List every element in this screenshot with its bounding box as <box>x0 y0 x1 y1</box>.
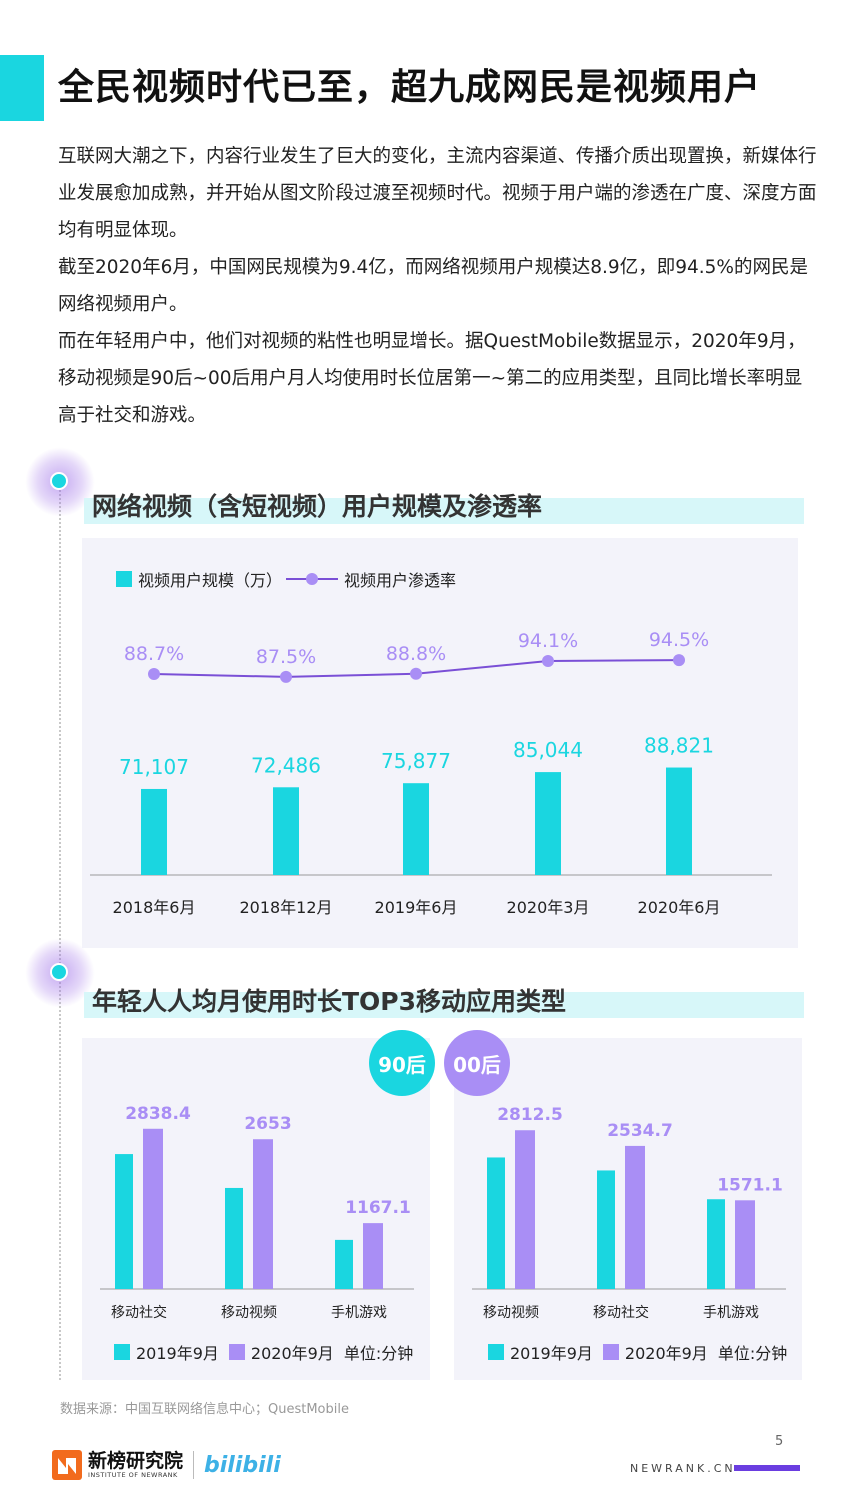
page-title: 全民视频时代已至，超九成网民是视频用户 <box>58 67 762 108</box>
footer-url: NEWRANK.CN <box>630 1462 736 1475</box>
bar-2020 <box>253 1139 273 1289</box>
bar-value-label: 1167.1 <box>345 1198 411 1218</box>
timeline-divider <box>59 490 61 1380</box>
legend-line-label: 视频用户渗透率 <box>344 571 457 590</box>
footer-logo: 新榜研究院 INSTITUTE OF NEWRANK bilibili <box>52 1450 281 1480</box>
bar-2019 <box>597 1170 615 1289</box>
bar-user-scale <box>273 787 299 875</box>
bar-2019 <box>707 1199 725 1289</box>
penetration-point <box>280 670 292 683</box>
x-tick-label: 移动视频 <box>221 1305 277 1321</box>
badge-00s: 00后 <box>444 1030 510 1096</box>
bar-2020 <box>515 1130 535 1289</box>
penetration-point <box>410 667 422 680</box>
section1-dot <box>50 472 68 490</box>
penetration-label: 87.5% <box>256 646 316 668</box>
bar-2020 <box>625 1145 645 1289</box>
penetration-label: 94.5% <box>649 629 709 651</box>
bar-value-label: 2812.5 <box>497 1105 563 1125</box>
legend-bar-label: 视频用户规模（万） <box>138 571 283 590</box>
bar-value-label: 71,107 <box>119 755 189 779</box>
section2-dot <box>50 963 68 981</box>
bar-2020 <box>143 1128 163 1289</box>
legend-line-swatch <box>286 571 339 587</box>
penetration-label: 94.1% <box>518 630 578 652</box>
section2-title-band <box>84 992 804 1018</box>
x-tick-label: 移动视频 <box>483 1305 539 1321</box>
x-tick-label: 2018年12月 <box>239 898 332 917</box>
x-tick-label: 移动社交 <box>111 1304 167 1321</box>
bar-user-scale <box>141 788 167 875</box>
legend-2019-label: 2019年9月 <box>136 1344 219 1363</box>
chart3-legend: 2019年9月 2020年9月 单位:分钟 <box>488 1340 787 1364</box>
footer-accent-bar <box>734 1465 800 1471</box>
legend-bar-swatch <box>116 571 132 587</box>
logo-name: 新榜研究院 <box>88 1450 184 1472</box>
x-tick-label: 2020年3月 <box>507 898 590 917</box>
bar-value-label: 2534.7 <box>607 1121 673 1141</box>
unit-label: 单位:分钟 <box>343 1344 414 1363</box>
penetration-label: 88.8% <box>386 643 446 665</box>
logo-separator <box>193 1451 195 1479</box>
intro-paragraph-2: 截至2020年6月，中国网民规模为9.4亿，而网络视频用户规模达8.9亿，即94… <box>58 257 808 315</box>
bar-2019 <box>335 1239 353 1289</box>
unit-label: 单位:分钟 <box>717 1344 788 1363</box>
chart1-svg: 71,107 2018年6月 72,486 2018年12月 75,877 2019年6月… <box>90 629 772 917</box>
x-tick-label: 手机游戏 <box>331 1305 387 1321</box>
newrank-logo-icon <box>52 1450 82 1480</box>
bar-value-label: 85,044 <box>513 738 583 762</box>
bar-value-label: 72,486 <box>251 753 321 777</box>
penetration-label: 88.7% <box>124 643 184 665</box>
legend-2020-swatch <box>228 1344 245 1360</box>
bar-value-label: 1571.1 <box>717 1175 783 1195</box>
bar-value-label: 2653 <box>244 1114 291 1134</box>
legend-2020-label: 2020年9月 <box>624 1344 708 1363</box>
bilibili-logo: bilibili <box>204 1452 281 1478</box>
chart3-svg: 2812.5 移动视频 2534.7 移动社交 1571.1 手机游戏 <box>472 1105 786 1321</box>
bar-value-label: 88,821 <box>644 734 714 758</box>
logo-subtitle: INSTITUTE OF NEWRANK <box>88 1471 178 1479</box>
title-accent-bar <box>0 55 44 121</box>
chart2-legend: 2019年9月 2020年9月 单位:分钟 <box>114 1340 413 1364</box>
x-tick-label: 2020年6月 <box>638 898 721 917</box>
chart1-legend: 视频用户规模（万） 视频用户渗透率 <box>116 567 456 591</box>
bar-2020 <box>735 1200 755 1289</box>
bar-user-scale <box>535 772 561 875</box>
penetration-point <box>148 668 160 680</box>
intro-text: 互联网大潮之下，内容行业发生了巨大的变化，主流内容渠道、传播介质出现置换，新媒体… <box>58 138 818 434</box>
intro-paragraph-3: 而在年轻用户中，他们对视频的粘性也明显增长。据QuestMobile数据显示，2… <box>58 331 806 426</box>
x-tick-label: 手机游戏 <box>703 1305 759 1321</box>
legend-2019-swatch <box>114 1344 130 1360</box>
penetration-point <box>673 654 685 667</box>
bar-value-label: 75,877 <box>381 749 451 773</box>
badge-90s: 90后 <box>369 1030 435 1096</box>
intro-paragraph-1: 互联网大潮之下，内容行业发生了巨大的变化，主流内容渠道、传播介质出现置换，新媒体… <box>58 146 817 241</box>
bar-2020 <box>363 1223 383 1289</box>
bar-user-scale <box>666 767 692 875</box>
section2-title: 年轻人人均月使用时长TOP3移动应用类型 <box>92 987 567 1016</box>
bar-2019 <box>115 1154 133 1289</box>
x-tick-label: 2018年6月 <box>113 898 196 917</box>
bar-user-scale <box>403 783 429 875</box>
section1-title: 网络视频（含短视频）用户规模及渗透率 <box>92 492 543 521</box>
legend-2019-label: 2019年9月 <box>510 1344 593 1363</box>
chart2-svg: 2838.4 移动社交 2653 移动视频 1167.1 手机游戏 <box>100 1104 414 1321</box>
legend-2019-swatch <box>488 1344 504 1360</box>
penetration-point <box>542 655 554 668</box>
page-number: 5 <box>775 1434 784 1449</box>
bar-2019 <box>487 1157 505 1289</box>
section1-title-band <box>84 498 804 524</box>
x-tick-label: 2019年6月 <box>375 898 458 917</box>
chart1-panel <box>82 538 798 948</box>
legend-2020-label: 2020年9月 <box>250 1344 334 1363</box>
legend-2020-swatch <box>602 1344 619 1360</box>
data-source: 数据来源：中国互联网络信息中心；QuestMobile <box>60 1402 349 1417</box>
x-tick-label: 移动社交 <box>593 1304 649 1321</box>
bar-2019 <box>225 1187 243 1289</box>
bar-value-label: 2838.4 <box>125 1104 191 1124</box>
